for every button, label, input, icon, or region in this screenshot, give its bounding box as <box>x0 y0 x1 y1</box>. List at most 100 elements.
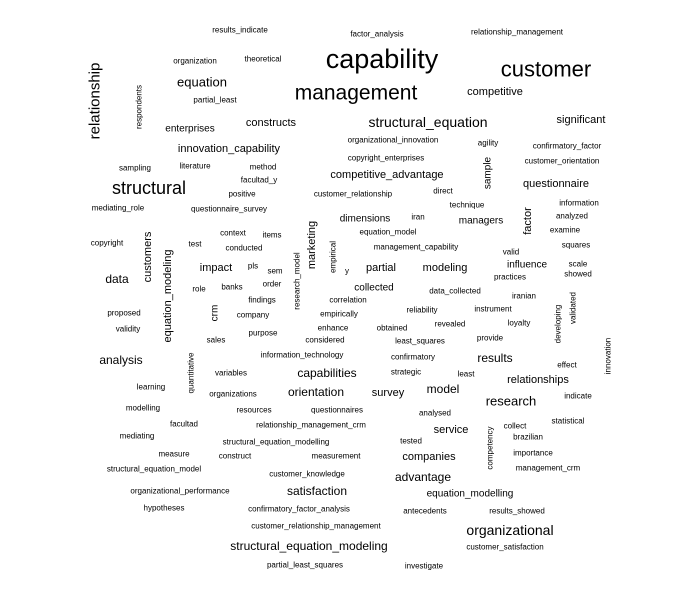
word-confirmatory-factor-analysis: confirmatory_factor_analysis <box>248 505 350 514</box>
word-confirmatory-factor: confirmatory_factor <box>533 142 602 151</box>
word-brazilian: brazilian <box>513 433 543 442</box>
word-findings: findings <box>248 296 276 305</box>
word-partial-least-squares: partial_least_squares <box>267 561 343 570</box>
word-correlation: correlation <box>329 296 366 305</box>
word-pls: pls <box>248 262 258 271</box>
word-data-collected: data_collected <box>429 287 481 296</box>
word-copyright: copyright <box>91 239 124 248</box>
word-construct: construct <box>219 452 252 461</box>
word-method: method <box>250 163 277 172</box>
word-information-technology: information_technology <box>261 351 344 360</box>
word-instrument: instrument <box>474 305 512 314</box>
word-equation: equation <box>177 75 227 90</box>
word-strategic: strategic <box>391 368 421 377</box>
word-results-showed: results_showed <box>489 507 545 516</box>
word-squares: squares <box>562 241 590 250</box>
word-management: management <box>295 82 418 105</box>
word-indicate: indicate <box>564 392 592 401</box>
word-research-model: research_model <box>293 252 302 310</box>
word-y: y <box>345 267 349 276</box>
word-factor-analysis: factor_analysis <box>350 30 403 39</box>
word-empirical: empirical <box>329 241 338 273</box>
word-organizational-innovation: organizational_innovation <box>348 136 439 145</box>
word-customer-orientation: customer_orientation <box>525 157 600 166</box>
word-influence: influence <box>507 260 547 271</box>
word-proposed: proposed <box>107 309 140 318</box>
word-partial: partial <box>366 262 396 274</box>
word-mediating-role: mediating_role <box>92 204 145 213</box>
word-analysis: analysis <box>99 353 142 367</box>
word-managers: managers <box>459 216 503 227</box>
word-showed: showed <box>564 270 592 279</box>
word-obtained: obtained <box>377 324 408 333</box>
word-equation-modelling: equation_modelling <box>427 489 514 500</box>
word-crm: crm <box>210 305 221 322</box>
word-results-indicate: results_indicate <box>212 26 268 35</box>
word-organizations: organizations <box>209 390 257 399</box>
word-questionnaire-survey: questionnaire_survey <box>191 205 267 214</box>
word-technique: technique <box>450 201 485 210</box>
word-modelling: modelling <box>126 404 160 413</box>
word-organization: organization <box>173 57 217 66</box>
word-customer-relationship-management: customer_relationship_management <box>251 522 381 531</box>
word-relationship-management: relationship_management <box>471 28 564 37</box>
word-service: service <box>434 424 469 436</box>
word-sales: sales <box>207 336 226 345</box>
word-importance: importance <box>513 449 553 458</box>
word-impact: impact <box>200 262 232 274</box>
word-questionnaires: questionnaires <box>311 406 363 415</box>
word-data: data <box>105 272 129 286</box>
word-marketing: marketing <box>306 221 318 269</box>
word-management-capability: management_capability <box>374 243 459 252</box>
word-investigate: investigate <box>405 562 444 571</box>
word-competency: competency <box>486 426 495 469</box>
word-mediating: mediating <box>120 432 155 441</box>
word-purpose: purpose <box>249 329 278 338</box>
word-relationships: relationships <box>507 374 569 386</box>
word-results: results <box>477 351 512 365</box>
word-measurement: measurement <box>312 452 362 461</box>
word-order: order <box>263 280 282 289</box>
word-sampling: sampling <box>119 164 151 173</box>
word-confirmatory: confirmatory <box>391 353 435 362</box>
word-factor: factor <box>522 207 534 235</box>
word-provide: provide <box>477 334 504 343</box>
word-role: role <box>192 285 206 294</box>
word-innovation: innovation <box>604 338 613 374</box>
word-constructs: constructs <box>246 117 297 129</box>
word-least-squares: least_squares <box>395 337 445 346</box>
word-satisfaction: satisfaction <box>287 484 347 498</box>
word-equation-modeling: equation_modeling <box>162 250 174 343</box>
word-examine: examine <box>550 226 581 235</box>
word-innovation-capability: innovation_capability <box>178 143 281 155</box>
word-organizational: organizational <box>466 522 553 538</box>
word-considered: considered <box>305 336 344 345</box>
word-capabilities: capabilities <box>297 366 356 380</box>
word-customer-satisfaction: customer_satisfaction <box>466 543 543 552</box>
word-learning: learning <box>137 383 165 392</box>
word-iranian: iranian <box>512 292 536 301</box>
word-relationship: relationship <box>87 63 104 140</box>
word-positive: positive <box>228 190 256 199</box>
word-sample: sample <box>483 156 494 189</box>
word-practices: practices <box>494 273 526 282</box>
word-conducted: conducted <box>226 244 263 253</box>
word-quantitative: quantitative <box>187 352 196 393</box>
word-customer-knowledge: customer_knowledge <box>269 470 345 479</box>
word-analysed: analysed <box>419 409 451 418</box>
word-model: model <box>427 382 460 396</box>
word-customer: customer <box>501 57 591 82</box>
word-theoretical: theoretical <box>245 55 282 64</box>
word-measure: measure <box>158 450 190 459</box>
word-agility: agility <box>478 139 498 148</box>
word-collect: collect <box>504 422 527 431</box>
word-direct: direct <box>433 187 453 196</box>
word-revealed: revealed <box>435 320 466 329</box>
word-banks: banks <box>221 283 242 292</box>
word-least: least <box>458 370 476 379</box>
word-resources: resources <box>236 406 271 415</box>
word-valid: valid <box>503 248 519 257</box>
word-collected: collected <box>354 283 393 294</box>
word-capability: capability <box>326 44 439 74</box>
